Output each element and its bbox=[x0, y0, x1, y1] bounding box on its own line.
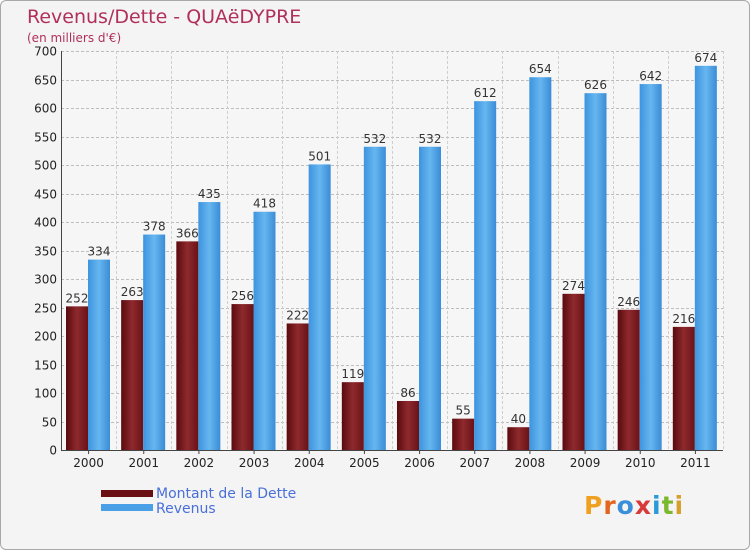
legend-swatch-debt bbox=[101, 490, 153, 497]
x-tick-label: 2001 bbox=[128, 456, 159, 470]
debt-bar bbox=[341, 382, 364, 450]
x-tick-label: 2009 bbox=[570, 456, 601, 470]
revenus-bar bbox=[419, 146, 441, 450]
revenus-bar bbox=[198, 202, 221, 450]
y-tick-label: 450 bbox=[34, 188, 57, 202]
revenus-bar bbox=[308, 164, 331, 450]
logo-letter: o bbox=[616, 491, 635, 520]
y-tick-label: 100 bbox=[34, 387, 57, 401]
logo-letter: x bbox=[634, 491, 652, 520]
y-tick-label: 300 bbox=[34, 273, 57, 287]
debt-bar bbox=[286, 323, 309, 450]
y-tick-label: 250 bbox=[34, 302, 57, 316]
revenus-bar bbox=[529, 77, 552, 450]
proxiti-logo: Proxiti bbox=[584, 491, 684, 520]
revenus-bar-label: 532 bbox=[419, 132, 442, 146]
chart-title: Revenus/Dette - QUAëDYPRE bbox=[27, 6, 302, 28]
debt-bar bbox=[121, 300, 144, 450]
x-tick-label: 2004 bbox=[294, 456, 325, 470]
x-tick-label: 2011 bbox=[680, 456, 711, 470]
logo-letter: i bbox=[652, 491, 662, 520]
revenus-bar bbox=[474, 101, 497, 450]
debt-bar bbox=[66, 306, 88, 450]
revenus-bar-label: 418 bbox=[253, 197, 276, 211]
revenus-bar-label: 612 bbox=[474, 86, 497, 100]
debt-bar bbox=[507, 427, 530, 450]
debt-bar bbox=[397, 400, 419, 450]
x-tick-label: 2002 bbox=[184, 456, 215, 470]
debt-bar-label: 274 bbox=[562, 279, 585, 293]
debt-bar bbox=[176, 241, 199, 450]
y-tick-label: 700 bbox=[34, 45, 57, 59]
revenus-bar-label: 334 bbox=[88, 245, 111, 259]
revenus-bar bbox=[639, 84, 662, 450]
revenus-bar bbox=[143, 234, 166, 450]
debt-bar-label: 252 bbox=[66, 291, 89, 305]
debt-bar-label: 119 bbox=[341, 367, 364, 381]
y-tick-label: 200 bbox=[34, 330, 57, 344]
y-tick-label: 600 bbox=[34, 102, 57, 116]
debt-bar-label: 246 bbox=[617, 295, 640, 309]
debt-bar-label: 366 bbox=[176, 226, 199, 240]
debt-bar bbox=[231, 304, 254, 450]
y-tick-label: 550 bbox=[34, 131, 57, 145]
debt-bar-label: 216 bbox=[672, 312, 695, 326]
legend-label-revenus: Revenus bbox=[156, 501, 216, 517]
debt-bar bbox=[617, 309, 640, 450]
logo-letter: P bbox=[584, 491, 604, 520]
legend-swatch-revenus bbox=[101, 504, 153, 511]
debt-bar-label: 40 bbox=[511, 412, 526, 426]
logo-letter: r bbox=[603, 491, 617, 520]
x-tick-label: 2008 bbox=[515, 456, 546, 470]
y-tick-label: 350 bbox=[34, 245, 57, 259]
y-tick-label: 150 bbox=[34, 359, 57, 373]
debt-bar-label: 222 bbox=[286, 308, 309, 322]
x-tick-label: 2006 bbox=[404, 456, 435, 470]
x-tick-label: 2005 bbox=[349, 456, 380, 470]
logo-letter: t bbox=[661, 491, 675, 520]
revenus-bar-label: 642 bbox=[639, 69, 662, 83]
revenus-bar bbox=[584, 93, 607, 451]
logo-letter: i bbox=[674, 491, 685, 520]
revenus-bar-label: 626 bbox=[584, 78, 607, 92]
revenus-bar-label: 501 bbox=[308, 149, 331, 163]
y-tick-label: 650 bbox=[34, 74, 57, 88]
revenus-bar-label: 654 bbox=[529, 62, 552, 76]
x-tick-label: 2000 bbox=[73, 456, 104, 470]
revenus-bar bbox=[253, 211, 276, 450]
revenus-bar-label: 674 bbox=[694, 51, 717, 65]
debt-bar-label: 86 bbox=[400, 386, 415, 400]
x-tick-label: 2003 bbox=[239, 456, 270, 470]
revenus-bar-label: 435 bbox=[198, 187, 221, 201]
revenus-bar bbox=[88, 259, 110, 450]
y-tick-label: 50 bbox=[42, 416, 57, 430]
debt-bar-label: 263 bbox=[121, 285, 144, 299]
y-tick-label: 0 bbox=[49, 444, 57, 458]
revenus-bar-label: 378 bbox=[143, 220, 166, 234]
debt-bar bbox=[562, 293, 585, 450]
y-tick-label: 500 bbox=[34, 159, 57, 173]
y-tick-label: 400 bbox=[34, 216, 57, 230]
x-tick-label: 2007 bbox=[459, 456, 490, 470]
chart-subtitle: (en milliers d'€) bbox=[27, 31, 122, 45]
debt-bar-label: 256 bbox=[231, 289, 254, 303]
debt-bar bbox=[452, 418, 475, 450]
x-tick-label: 2010 bbox=[625, 456, 656, 470]
debt-bar bbox=[672, 326, 695, 450]
revenus-bar bbox=[363, 146, 386, 450]
legend-label-debt: Montant de la Dette bbox=[156, 486, 297, 502]
debt-bar-label: 55 bbox=[456, 404, 471, 418]
revenus-bar bbox=[694, 65, 717, 450]
revenus-bar-label: 532 bbox=[363, 132, 386, 146]
